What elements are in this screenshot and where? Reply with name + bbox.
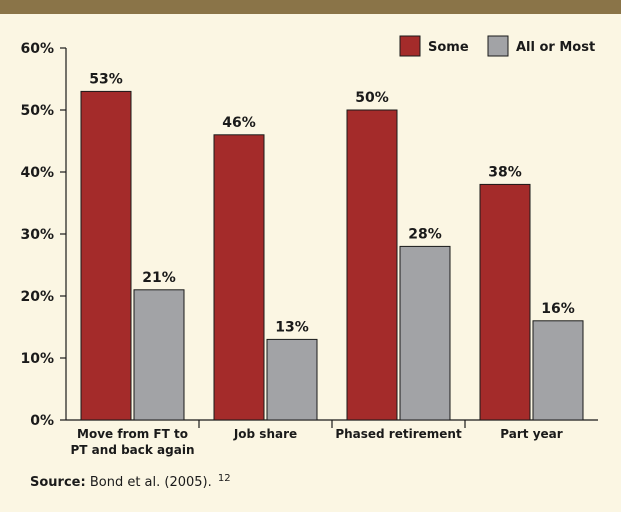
bar	[479, 183, 531, 421]
y-tick-label: 60%	[20, 41, 54, 57]
bar-value-label: 53%	[89, 71, 123, 87]
bar	[532, 320, 584, 421]
bar-value-label: 16%	[541, 301, 575, 317]
legend-label: All or Most	[516, 40, 595, 55]
top-band	[0, 0, 621, 14]
source-text: Bond et al. (2005).	[89, 475, 212, 490]
bar-value-label: 28%	[408, 226, 442, 242]
y-tick-label: 30%	[20, 227, 54, 243]
category-label: Job share	[233, 427, 297, 441]
bar-value-label: 50%	[355, 90, 389, 106]
bar-value-label: 46%	[222, 115, 256, 131]
y-tick-label: 20%	[20, 289, 54, 305]
bar	[133, 289, 185, 421]
chart-bars	[80, 90, 584, 421]
bar	[266, 338, 318, 421]
source-note-number: 12	[217, 473, 231, 484]
y-tick-label: 0%	[30, 413, 54, 429]
legend-swatch	[487, 35, 509, 57]
category-label: Move from FT to PT and back again	[71, 427, 195, 457]
bar	[399, 245, 451, 421]
y-tick-label: 40%	[20, 165, 54, 181]
y-tick-label: 10%	[20, 351, 54, 367]
chart-labels: 0% 10% 20% 30% 40% 50% 60% 53% 21% Move from FT t…	[20, 41, 574, 457]
bar	[80, 90, 132, 421]
bar-value-label: 21%	[142, 270, 176, 286]
chart-legend: Some All or Most	[399, 35, 595, 57]
source-note: Source: Bond et al. (2005). 12	[30, 473, 231, 490]
category-label: Phased retirement	[335, 427, 462, 441]
bar-value-label: 13%	[275, 319, 309, 335]
legend-label: Some	[428, 40, 469, 55]
bar	[213, 134, 265, 421]
bar	[346, 109, 398, 421]
category-label: Part year	[500, 427, 562, 441]
bar-chart: 0% 10% 20% 30% 40% 50% 60% 53% 21% Move from FT t…	[20, 35, 598, 457]
bar-value-label: 38%	[488, 164, 522, 180]
source-label: Source:	[30, 475, 86, 490]
y-tick-label: 50%	[20, 103, 54, 119]
legend-swatch	[399, 35, 421, 57]
